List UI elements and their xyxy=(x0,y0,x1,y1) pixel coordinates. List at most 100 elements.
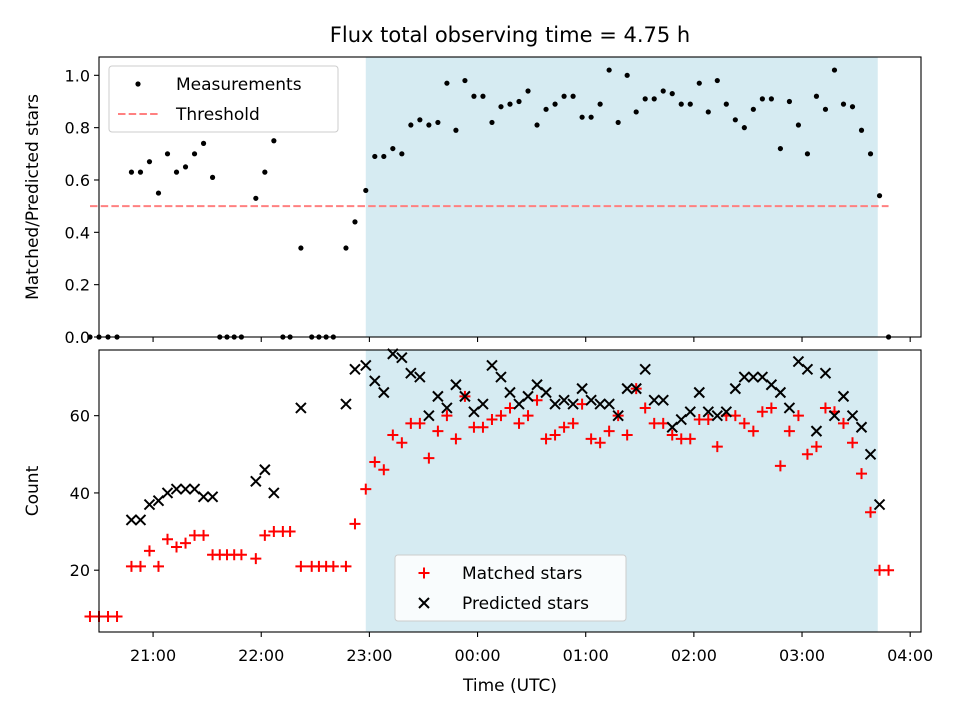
matched-star-point xyxy=(340,560,352,572)
matched-star-point xyxy=(621,429,633,441)
measurement-point xyxy=(570,93,576,99)
legend-label: Threshold xyxy=(175,105,260,125)
axes-frame xyxy=(98,349,922,633)
predicted-star-point xyxy=(188,483,201,495)
predicted-star-point xyxy=(567,398,579,410)
predicted-star-point xyxy=(197,491,210,503)
predicted-star-point xyxy=(450,379,462,391)
measurement-point xyxy=(471,93,477,99)
measurement-point xyxy=(444,80,450,86)
matched-star-point xyxy=(774,460,786,472)
predicted-star-point xyxy=(414,371,426,383)
x-tick-label: 03:00 xyxy=(779,646,825,665)
legend-marker-x xyxy=(418,597,430,609)
predicted-star-point xyxy=(179,483,192,495)
matched-star-point xyxy=(883,564,895,576)
matched-star-point xyxy=(284,526,296,538)
matched-star-point xyxy=(585,433,597,445)
predicted-star-point xyxy=(864,448,877,461)
matched-star-point xyxy=(235,549,247,561)
measurement-point xyxy=(822,106,829,112)
measurement-point xyxy=(759,96,765,102)
predicted-star-point xyxy=(459,390,471,403)
predicted-star-point xyxy=(729,382,742,395)
predicted-star-point xyxy=(531,379,543,391)
matched-star-point xyxy=(792,410,804,422)
measurement-point xyxy=(87,334,93,340)
predicted-star-point xyxy=(432,390,444,403)
matched-star-point xyxy=(486,414,498,426)
predicted-star-point xyxy=(702,406,714,418)
measurement-point xyxy=(372,153,378,160)
measurement-point xyxy=(858,127,865,133)
predicted-star-point xyxy=(774,386,787,399)
measurement-point xyxy=(498,104,504,110)
matched-star-point xyxy=(111,611,123,623)
matched-star-point xyxy=(414,417,426,429)
matched-star-point xyxy=(594,437,606,449)
predicted-star-point xyxy=(369,375,381,387)
predicted-star-point xyxy=(134,514,147,526)
predicted-star-point xyxy=(747,371,760,383)
measurement-point xyxy=(507,101,513,107)
measurement-point xyxy=(516,98,522,105)
predicted-star-point xyxy=(576,382,588,395)
predicted-star-point xyxy=(161,487,174,499)
measurement-point xyxy=(840,101,847,107)
predicted-star-point xyxy=(639,363,651,376)
predicted-star-point xyxy=(612,409,624,422)
matched-star-point xyxy=(295,560,307,572)
measurement-point xyxy=(408,122,414,128)
y-tick-label: 40 xyxy=(70,484,90,503)
matched-star-point xyxy=(729,410,741,422)
matched-star-point xyxy=(441,410,453,422)
predicted-star-point xyxy=(152,494,165,507)
predicted-star-point xyxy=(259,464,271,476)
predicted-star-point xyxy=(268,487,280,499)
measurement-point xyxy=(813,93,820,99)
measurement-point xyxy=(588,114,594,120)
matched-star-point xyxy=(198,529,210,541)
predicted-star-point xyxy=(621,382,633,395)
matched-star-point xyxy=(666,429,678,441)
predicted-star-point xyxy=(603,398,615,410)
predicted-star-point xyxy=(738,371,751,383)
legend-marker-plus xyxy=(418,567,430,579)
measurement-point xyxy=(298,245,304,251)
bottom-panel: 20 40 60 21:00 22:00 23:00 00:00 01:00 02:00 03:0… xyxy=(23,348,933,665)
matched-star-point xyxy=(396,437,408,449)
predicted-star-point xyxy=(711,409,724,422)
matched-star-point xyxy=(259,529,271,541)
matched-star-point xyxy=(143,545,155,557)
measurement-point xyxy=(525,88,531,94)
predicted-star-point xyxy=(405,367,417,379)
predicted-star-point xyxy=(549,398,561,410)
matched-star-point xyxy=(856,468,868,480)
matched-star-point xyxy=(819,402,831,414)
predicted-star-point xyxy=(648,394,660,406)
y-tick-label: 0.4 xyxy=(65,223,90,242)
measurement-point xyxy=(597,101,603,107)
measurement-point xyxy=(651,96,657,102)
y-axis-label: Matched/Predicted stars xyxy=(23,94,43,300)
predicted-star-point xyxy=(657,394,669,406)
predicted-star-point xyxy=(340,398,352,410)
measurement-point xyxy=(741,125,747,131)
x-axis-label: Time (UTC) xyxy=(462,676,557,696)
measurement-point xyxy=(209,174,216,180)
predicted-star-point xyxy=(360,359,372,372)
predicted-star-point xyxy=(295,402,307,414)
measurement-point xyxy=(705,109,711,115)
matched-star-point xyxy=(603,425,615,437)
measurement-point xyxy=(795,122,802,128)
matched-star-point xyxy=(801,448,813,460)
matched-star-point xyxy=(558,421,570,433)
measurement-point xyxy=(534,122,540,128)
matched-star-point xyxy=(702,414,714,426)
matched-star-point xyxy=(576,398,588,410)
axes-frame xyxy=(98,56,922,338)
x-tick-label: 04:00 xyxy=(887,646,933,665)
predicted-star-point xyxy=(873,498,886,511)
measurement-point xyxy=(669,91,675,97)
measurement-point xyxy=(480,93,486,99)
